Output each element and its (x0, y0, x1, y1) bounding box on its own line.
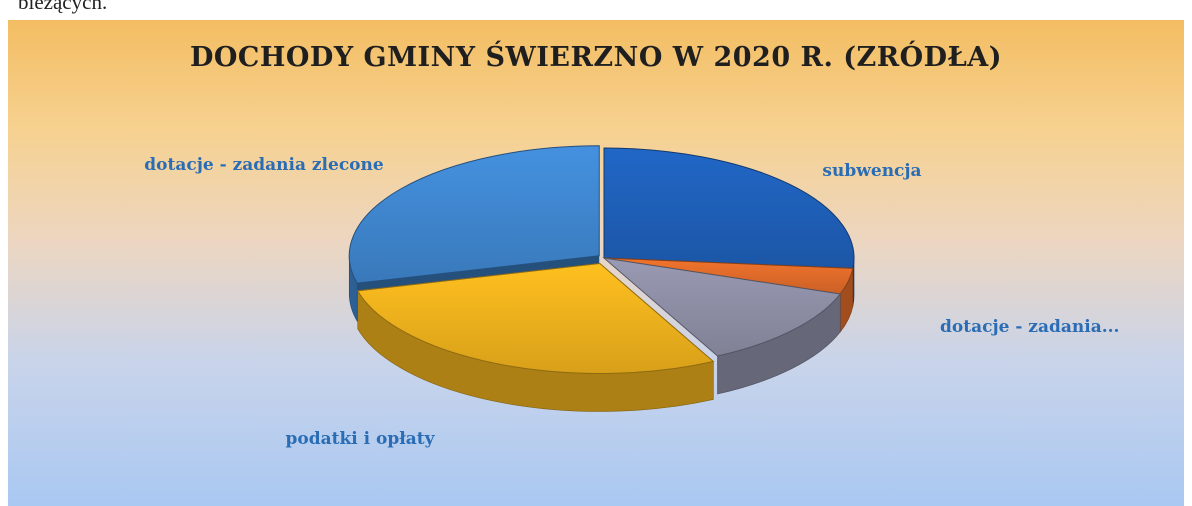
pie-slice-2 (602, 257, 842, 357)
chart-title: DOCHODY GMINY ŚWIERZNO W 2020 R. (ZRÓDŁA… (189, 42, 1002, 73)
pie-slice-0 (603, 147, 855, 269)
chart-area: DOCHODY GMINY ŚWIERZNO W 2020 R. (ZRÓDŁA… (8, 20, 1184, 506)
page-text-fragment: bieżących. (18, 0, 108, 14)
slice-label-0: subwencja (822, 161, 921, 181)
slice-label-3: podatki i opłaty (285, 429, 435, 449)
pie-slice-3 (356, 262, 715, 374)
slice-label-4: dotacje - zadania zlecone (144, 155, 384, 175)
slice-label-2: dotacje - zadania... (940, 317, 1119, 337)
pie-tops (348, 145, 855, 374)
pie-slice-4 (348, 145, 600, 284)
pie-chart: subwencja dotacje - zadania... podatki i o… (144, 145, 1119, 449)
